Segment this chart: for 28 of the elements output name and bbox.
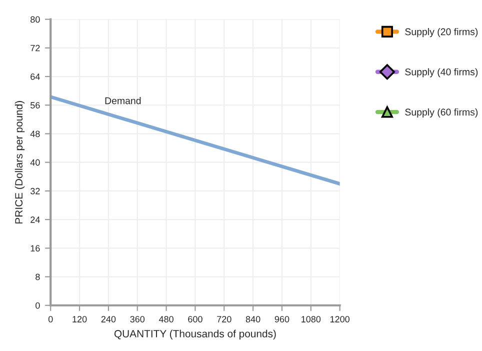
x-tick-label: 960 [274, 316, 290, 322]
y-tick-label: 64 [30, 73, 40, 80]
y-tick-label: 56 [30, 102, 40, 108]
x-tick-label: 840 [246, 316, 260, 322]
y-tick-label: 40 [30, 159, 40, 166]
legend-label: Supply (20 firms) [405, 28, 478, 38]
x-tick-label: 360 [130, 316, 145, 322]
y-tick-label: 48 [30, 130, 40, 138]
y-tick-label: 8 [36, 274, 40, 280]
y-axis-title: PRICE (Dollars per pound) [14, 101, 25, 224]
x-tick-label: 1080 [302, 316, 321, 322]
series-label: Demand [105, 97, 141, 104]
x-tick-label: 720 [217, 316, 232, 322]
x-tick-label: 0 [48, 316, 53, 322]
y-tick-label: 24 [30, 216, 40, 223]
legend-label: Supply (60 firms) [405, 108, 478, 118]
y-tick-label: 32 [30, 188, 40, 194]
x-tick-label: 480 [158, 316, 174, 322]
x-tick-label: 600 [188, 316, 202, 322]
legend-label: Supply (40 firms) [405, 68, 478, 78]
x-tick-label: 1200 [330, 316, 350, 322]
y-tick-label: 80 [30, 16, 40, 23]
y-tick-label: 16 [30, 245, 40, 252]
x-axis-title: QUANTITY (Thousands of pounds) [114, 330, 276, 340]
y-tick-label: 72 [30, 44, 40, 52]
y-tick-label: 0 [36, 302, 40, 309]
x-tick-label: 240 [101, 316, 116, 322]
x-tick-label: 120 [72, 316, 87, 322]
